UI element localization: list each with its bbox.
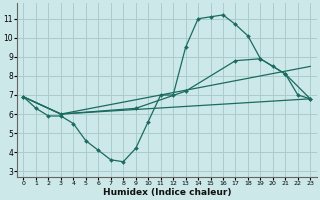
- X-axis label: Humidex (Indice chaleur): Humidex (Indice chaleur): [103, 188, 231, 197]
